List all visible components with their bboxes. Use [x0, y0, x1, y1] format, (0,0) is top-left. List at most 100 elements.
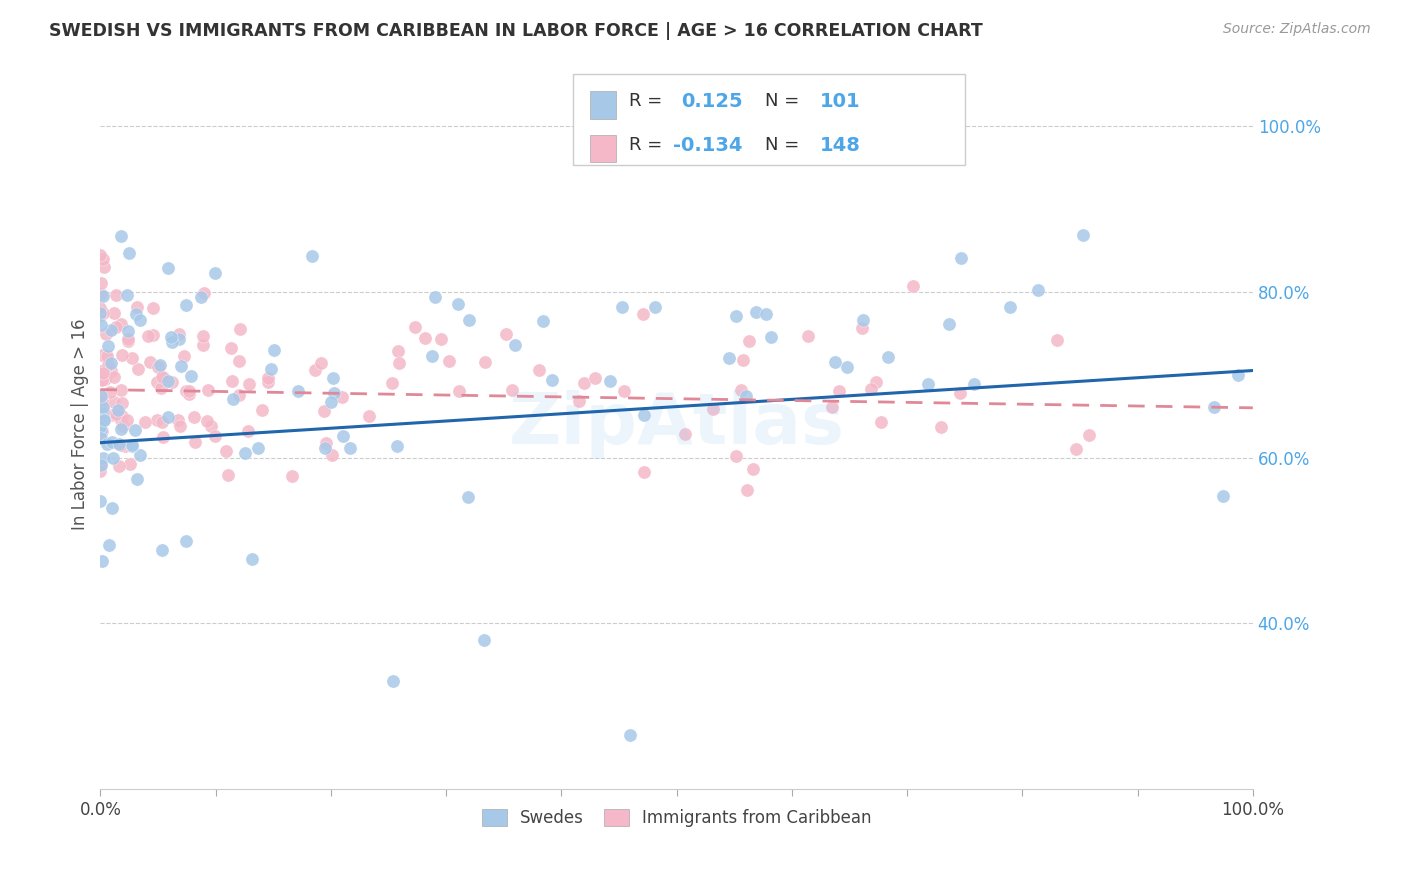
Point — [105, 408, 128, 422]
Point — [89, 420, 111, 434]
Point — [204, 429, 226, 443]
Point — [644, 301, 666, 315]
Point — [112, 419, 135, 434]
Point — [174, 298, 197, 312]
Point — [90, 308, 112, 322]
Point — [134, 415, 156, 429]
Point — [1212, 489, 1234, 503]
Point — [1071, 227, 1094, 242]
Point — [91, 401, 114, 415]
Point — [127, 361, 149, 376]
Point — [167, 332, 190, 346]
Point — [761, 330, 783, 344]
Point — [146, 359, 169, 374]
Point — [142, 328, 165, 343]
Point — [110, 413, 132, 427]
Point — [724, 309, 747, 323]
Point — [104, 287, 127, 301]
Point — [501, 383, 523, 397]
Point — [117, 413, 139, 427]
Point — [1064, 442, 1087, 457]
Point — [129, 312, 152, 326]
Point — [458, 313, 481, 327]
Point — [160, 375, 183, 389]
Point — [304, 362, 326, 376]
Point — [90, 425, 112, 440]
Point — [612, 300, 634, 314]
Point — [215, 444, 238, 458]
Point — [633, 465, 655, 479]
Point — [437, 354, 460, 368]
Point — [136, 329, 159, 343]
Point — [111, 348, 134, 362]
Point — [938, 317, 960, 331]
Point — [228, 388, 250, 402]
Point — [219, 341, 242, 355]
Text: 148: 148 — [820, 136, 860, 155]
Point — [117, 245, 139, 260]
Point — [180, 369, 202, 384]
Point — [702, 401, 724, 416]
Point — [107, 403, 129, 417]
Point — [89, 301, 111, 315]
Point — [90, 423, 112, 437]
Point — [108, 437, 131, 451]
Point — [148, 358, 170, 372]
Point — [357, 409, 380, 424]
Point — [157, 374, 180, 388]
Point — [200, 418, 222, 433]
Point — [94, 372, 117, 386]
Point — [420, 350, 443, 364]
Point — [98, 538, 121, 552]
Point — [183, 410, 205, 425]
Point — [90, 389, 112, 403]
Text: N =: N = — [765, 93, 806, 111]
Point — [90, 406, 112, 420]
Point — [91, 451, 114, 466]
Point — [101, 434, 124, 449]
Point — [90, 554, 112, 568]
Point — [90, 404, 112, 418]
Point — [91, 371, 114, 385]
Point — [110, 317, 132, 331]
Point — [146, 376, 169, 390]
Point — [725, 449, 748, 463]
Point — [91, 373, 114, 387]
Point — [103, 451, 125, 466]
Point — [870, 415, 893, 429]
Point — [97, 339, 120, 353]
Point — [263, 343, 285, 358]
Point — [583, 371, 606, 385]
Point — [195, 414, 218, 428]
Point — [950, 252, 973, 266]
Point — [229, 322, 252, 336]
Point — [110, 438, 132, 452]
Point — [90, 424, 112, 438]
Point — [312, 404, 335, 418]
Point — [93, 405, 115, 419]
Point — [332, 429, 354, 443]
Point — [142, 301, 165, 316]
Point — [321, 448, 343, 462]
Point — [190, 290, 212, 304]
Point — [388, 356, 411, 370]
Point — [529, 363, 551, 377]
Point — [330, 390, 353, 404]
Point — [100, 364, 122, 378]
Point — [118, 457, 141, 471]
Point — [174, 384, 197, 398]
Point — [233, 446, 256, 460]
Point — [901, 279, 924, 293]
FancyBboxPatch shape — [572, 74, 965, 165]
Point — [495, 326, 517, 341]
Point — [449, 384, 471, 399]
Point — [101, 408, 124, 422]
Point — [96, 437, 118, 451]
Point — [91, 289, 114, 303]
Point — [1045, 334, 1067, 348]
Point — [121, 439, 143, 453]
Point — [124, 423, 146, 437]
Point — [322, 371, 344, 385]
Point — [673, 426, 696, 441]
Text: R =: R = — [630, 93, 668, 111]
